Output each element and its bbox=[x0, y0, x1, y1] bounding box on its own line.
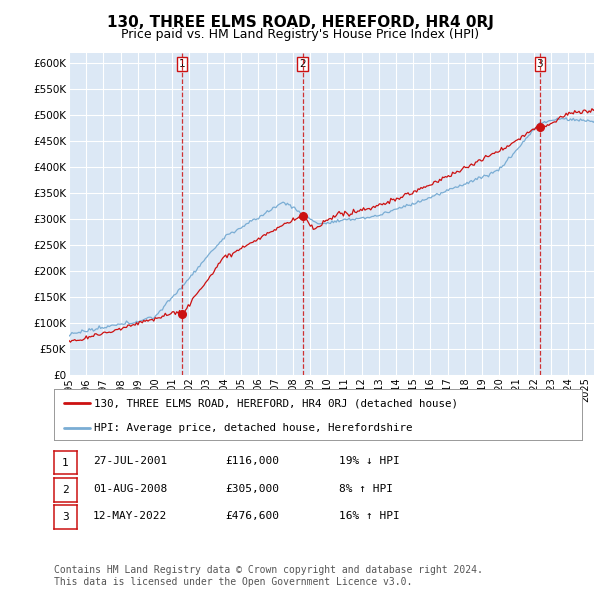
Text: £305,000: £305,000 bbox=[225, 484, 279, 493]
Text: 130, THREE ELMS ROAD, HEREFORD, HR4 0RJ (detached house): 130, THREE ELMS ROAD, HEREFORD, HR4 0RJ … bbox=[94, 398, 458, 408]
Text: 3: 3 bbox=[536, 60, 543, 69]
Text: Price paid vs. HM Land Registry's House Price Index (HPI): Price paid vs. HM Land Registry's House … bbox=[121, 28, 479, 41]
Text: 2: 2 bbox=[62, 485, 69, 494]
Text: 12-MAY-2022: 12-MAY-2022 bbox=[93, 511, 167, 520]
Text: 2: 2 bbox=[299, 60, 306, 69]
Text: £476,600: £476,600 bbox=[225, 511, 279, 520]
Text: 1: 1 bbox=[179, 60, 185, 69]
Text: 1: 1 bbox=[62, 458, 69, 467]
Text: 3: 3 bbox=[62, 512, 69, 522]
Text: 130, THREE ELMS ROAD, HEREFORD, HR4 0RJ: 130, THREE ELMS ROAD, HEREFORD, HR4 0RJ bbox=[107, 15, 493, 30]
Text: Contains HM Land Registry data © Crown copyright and database right 2024.
This d: Contains HM Land Registry data © Crown c… bbox=[54, 565, 483, 587]
Text: 19% ↓ HPI: 19% ↓ HPI bbox=[339, 457, 400, 466]
Text: HPI: Average price, detached house, Herefordshire: HPI: Average price, detached house, Here… bbox=[94, 422, 412, 432]
Text: £116,000: £116,000 bbox=[225, 457, 279, 466]
Text: 8% ↑ HPI: 8% ↑ HPI bbox=[339, 484, 393, 493]
Text: 27-JUL-2001: 27-JUL-2001 bbox=[93, 457, 167, 466]
Text: 16% ↑ HPI: 16% ↑ HPI bbox=[339, 511, 400, 520]
Text: 01-AUG-2008: 01-AUG-2008 bbox=[93, 484, 167, 493]
